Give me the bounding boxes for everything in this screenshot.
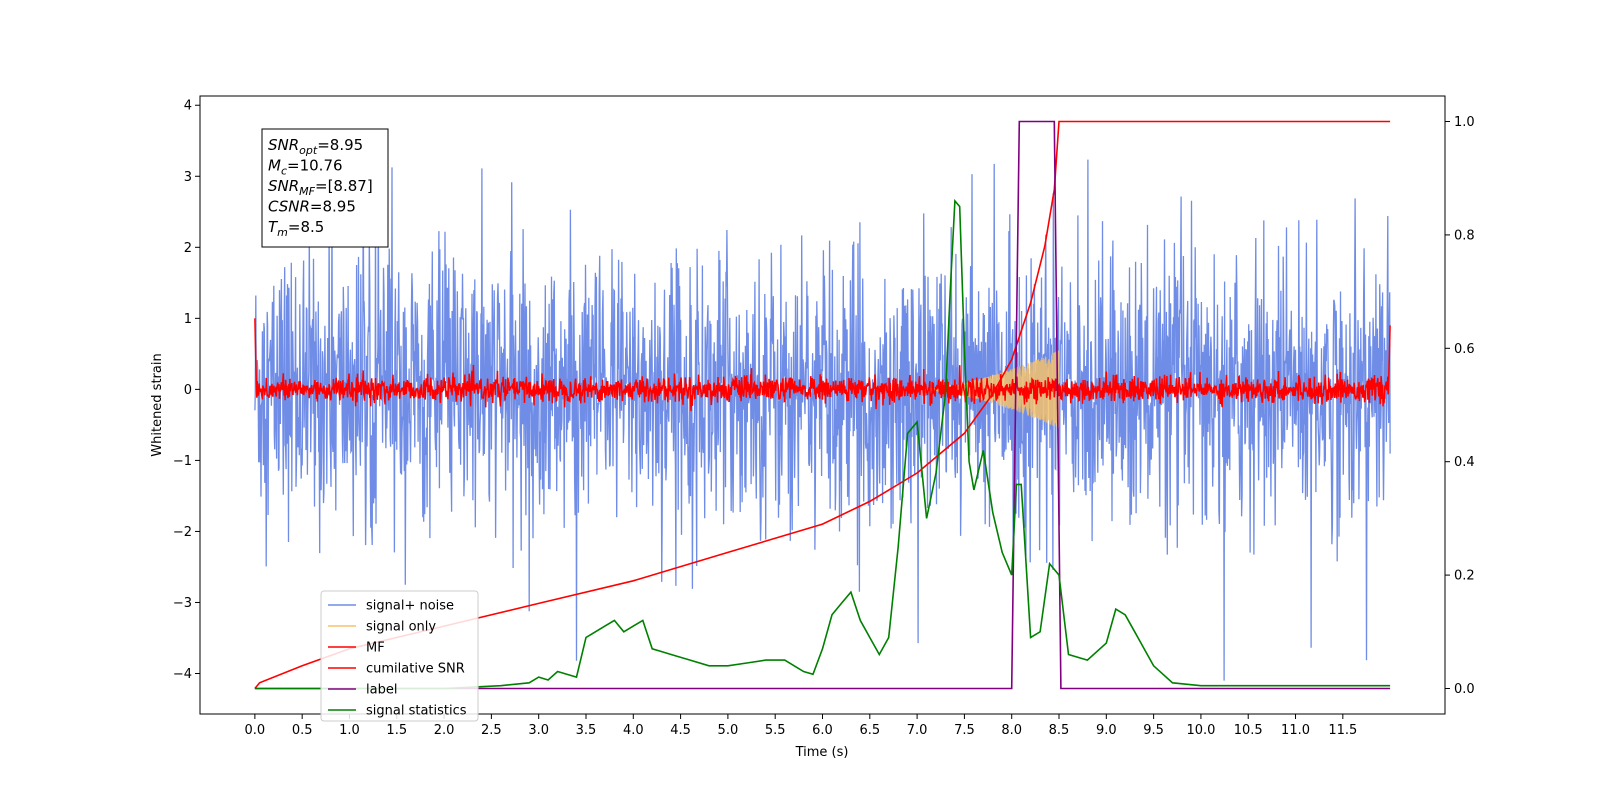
y2-tick-label: 0.0 [1454,682,1475,697]
y-tick-label: −4 [173,667,192,682]
x-tick-label: 1.0 [339,723,360,738]
x-tick-label: 7.0 [907,723,928,738]
y-tick-label: −2 [173,525,192,540]
y-axis-left: −4 −3 −2 −1 0 1 2 3 4 [173,99,200,682]
series-mf [254,318,1391,412]
y-tick-label: 4 [184,99,192,114]
legend: signal+ noise signal only MF cumilative SNR… [320,590,479,722]
x-tick-label: 3.0 [528,723,549,738]
y2-tick-label: 1.0 [1454,115,1475,130]
x-axis-label: Time (s) [795,745,849,760]
y2-tick-label: 0.2 [1454,569,1475,584]
x-tick-label: 1.5 [386,723,407,738]
x-tick-label: 5.5 [765,723,786,738]
x-tick-label: 2.5 [481,723,502,738]
y-axis-right: 0.0 0.2 0.4 0.6 0.8 1.0 [1445,115,1475,697]
x-tick-label: 4.0 [623,723,644,738]
y2-tick-label: 0.4 [1454,455,1475,470]
stats-box-frame [261,128,389,248]
series-label [254,120,1391,690]
legend-label: label [366,683,397,698]
x-tick-label: 8.0 [1001,723,1022,738]
stats-line: Tm=8.5 [268,218,324,239]
y-tick-label: −1 [173,454,192,469]
y-tick-label: −3 [173,596,192,611]
x-tick-label: 11.5 [1328,723,1357,738]
stats-box: SNRopt=8.95Mc=10.76SNRMF=[8.87]CSNR=8.95… [261,128,389,248]
legend-label: signal statistics [366,704,467,719]
y2-tick-label: 0.6 [1454,342,1475,357]
x-tick-label: 6.0 [812,723,833,738]
series-signal-statistics [254,198,1391,690]
x-tick-label: 7.5 [954,723,975,738]
x-tick-label: 0.5 [292,723,313,738]
x-tick-label: 11.0 [1281,723,1310,738]
legend-label: signal+ noise [366,599,454,614]
legend-label: cumilative SNR [366,662,465,677]
x-tick-label: 8.5 [1049,723,1070,738]
x-tick-label: 10.5 [1234,723,1263,738]
x-tick-label: 10.0 [1186,723,1215,738]
legend-label: signal only [366,620,436,635]
y2-tick-label: 0.8 [1454,228,1475,243]
stats-line: SNRopt=8.95 [268,136,363,157]
x-tick-label: 0.0 [245,723,266,738]
legend-label: MF [366,641,385,656]
legend-frame [320,590,479,722]
x-tick-label: 9.0 [1096,723,1117,738]
x-tick-label: 6.5 [859,723,880,738]
x-tick-label: 9.5 [1143,723,1164,738]
x-axis: 0.0 0.5 1.0 1.5 2.0 2.5 3.0 3.5 4.0 4.5 5.0 5.5 6.0 6… [245,714,1357,738]
stats-line: SNRMF=[8.87] [268,177,373,198]
x-tick-label: 3.5 [576,723,597,738]
y-tick-label: 1 [184,312,192,327]
stats-line: CSNR=8.95 [268,198,356,216]
y-axis-label: Whitened strain [150,353,165,456]
stats-line: Mc=10.76 [268,157,343,178]
x-tick-label: 2.0 [434,723,455,738]
x-tick-label: 4.5 [670,723,691,738]
x-tick-label: 5.0 [718,723,739,738]
y-tick-label: 3 [184,170,192,185]
y-tick-label: 0 [184,383,192,398]
y-tick-label: 2 [184,241,192,256]
